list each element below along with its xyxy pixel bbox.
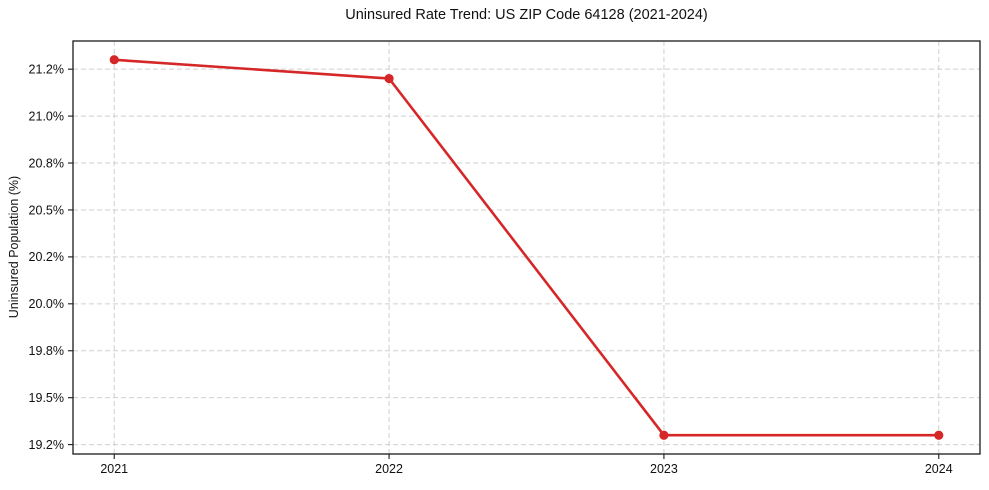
x-tick-label: 2022 [375,462,403,476]
y-tick-label: 19.8% [29,344,64,358]
plot-border [72,40,981,455]
y-tick-label: 20.8% [29,156,64,170]
data-point-marker [109,55,119,65]
y-tick-label: 21.0% [29,109,64,123]
data-point-marker [659,430,669,440]
trend-line [112,58,941,437]
chart-title: Uninsured Rate Trend: US ZIP Code 64128 … [345,7,708,23]
x-tick-label: 2023 [650,462,678,476]
y-tick-label: 20.0% [29,297,64,311]
y-tick-label: 20.5% [29,203,64,217]
x-tick-label: 2021 [100,462,128,476]
y-tick-label: 20.2% [29,250,64,264]
x-tick-label: 2024 [925,462,953,476]
y-tick-label: 19.5% [29,391,64,405]
y-tick-label: 19.2% [29,438,64,452]
data-point-marker [384,73,394,84]
y-tick-label: 21.2% [29,62,64,76]
data-point-marker [934,430,944,440]
